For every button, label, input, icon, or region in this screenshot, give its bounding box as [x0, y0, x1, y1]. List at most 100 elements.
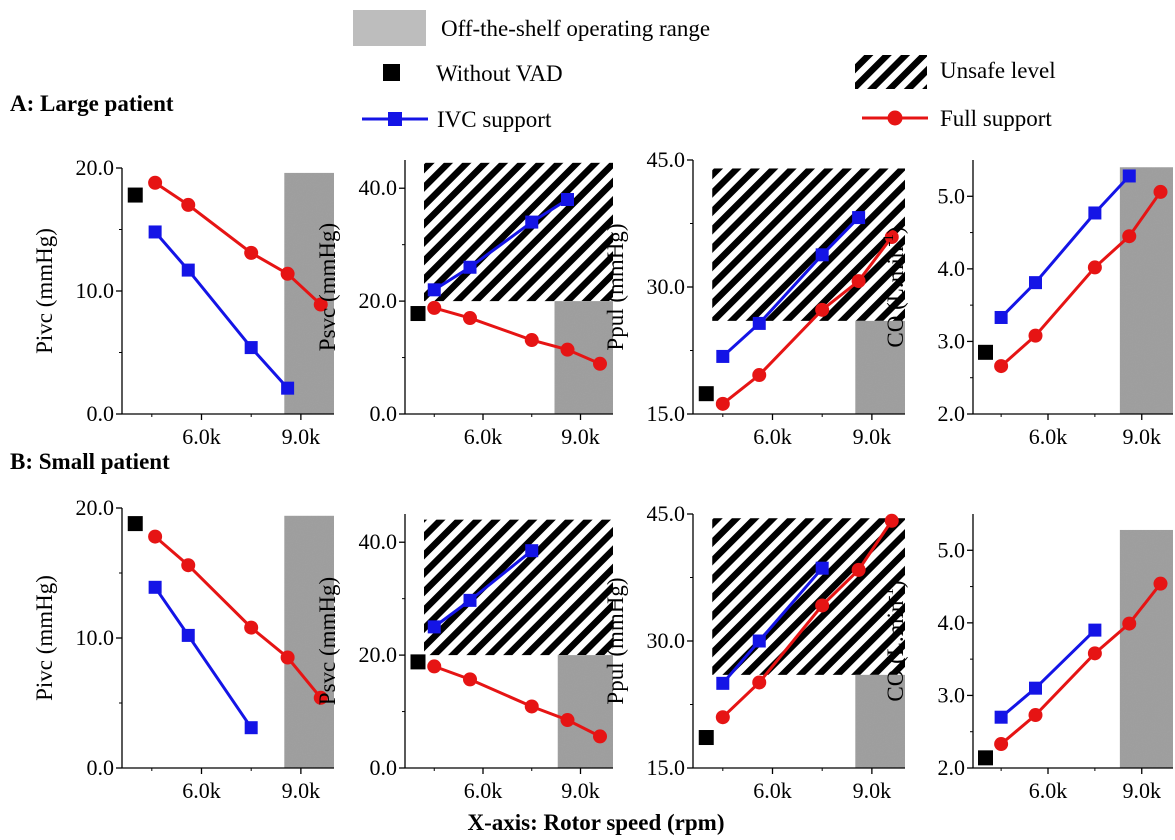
full-support-point — [1029, 329, 1043, 343]
without-vad-point — [699, 730, 714, 745]
full-support-point — [463, 672, 477, 686]
legend-ivc-marker — [388, 112, 402, 126]
full-support-point — [148, 176, 162, 190]
chart-panel-B-Pivc: 0.010.020.06.0k 9.0kPivc (mmHg) — [32, 495, 334, 803]
ivc-support-point — [816, 248, 829, 261]
y-axis-label: Ppul (mmHg) — [603, 577, 628, 704]
full-support-point — [716, 397, 730, 411]
full-support-point — [752, 675, 766, 689]
y-axis-label-text: Psvc (mmHg) — [315, 577, 340, 705]
row-title-large: A: Large patient — [10, 91, 174, 116]
without-vad-point — [128, 516, 143, 531]
row-title-small: B: Small patient — [10, 449, 170, 474]
full-support-point — [148, 530, 162, 544]
full-support-point — [244, 246, 258, 260]
y-tick-label: 10.0 — [76, 625, 115, 650]
ivc-support-line — [155, 587, 251, 727]
y-axis-label-suffix: ) — [883, 226, 908, 234]
full-support-point — [885, 514, 899, 528]
legend-unsafe-label: Unsafe level — [940, 58, 1056, 83]
full-support-point — [427, 301, 441, 315]
unsafe-region — [424, 520, 613, 655]
full-support-point — [994, 359, 1008, 373]
x-tick-label: 6.0k — [182, 424, 221, 449]
ivc-support-point — [182, 264, 195, 277]
x-tick-label: 9.0k — [853, 778, 892, 803]
full-support-point — [815, 303, 829, 317]
y-tick-label: 4.0 — [938, 610, 966, 635]
x-axis-title: X-axis: Rotor speed (rpm) — [467, 810, 724, 835]
legend-without-vad-label: Without VAD — [436, 61, 563, 86]
full-support-point — [593, 357, 607, 371]
without-vad-point — [699, 386, 714, 401]
x-tick-label: 6.0k — [182, 778, 221, 803]
full-support-point — [525, 333, 539, 347]
ivc-support-point — [464, 594, 477, 607]
full-support-point — [561, 713, 575, 727]
full-support-point — [281, 267, 295, 281]
y-tick-label: 3.0 — [938, 682, 966, 707]
legend-operating-range-label: Off-the-shelf operating range — [441, 16, 710, 41]
chart-panel-A-Pivc: 0.0 10.0 20.0 6.0k 9.0k Pivc (mmHg) — [32, 155, 334, 449]
full-support-point — [815, 598, 829, 612]
full-support-point — [1088, 646, 1102, 660]
y-axis-label-text: CO (L.min — [883, 600, 908, 701]
full-support-point — [852, 563, 866, 577]
x-tick-label: 9.0k — [853, 424, 892, 449]
ivc-support-point — [182, 629, 195, 642]
ivc-support-point — [1029, 682, 1042, 695]
ivc-support-point — [525, 544, 538, 557]
y-tick-label: 15.0 — [647, 401, 686, 426]
chart-panel-A-Psvc: 0.020.040.06.0k 9.0kPsvc (mmHg) — [315, 160, 613, 449]
unsafe-region — [712, 168, 905, 320]
full-support-point — [1122, 229, 1136, 243]
ivc-support-point — [149, 225, 162, 238]
chart-panel-A-CO: 2.03.04.05.06.0k 9.0kCO (L.min-1) — [881, 160, 1173, 449]
y-tick-label: 10.0 — [76, 278, 115, 303]
full-support-point — [1154, 577, 1168, 591]
ivc-support-point — [995, 311, 1008, 324]
y-axis-label-text: Psvc (mmHg) — [315, 223, 340, 351]
x-tick-label: 6.0k — [753, 778, 792, 803]
ivc-support-point — [753, 317, 766, 330]
y-tick-label: 30.0 — [647, 628, 686, 653]
without-vad-point — [128, 188, 143, 203]
ivc-support-point — [281, 382, 294, 395]
y-axis-label-text: Ppul (mmHg) — [603, 577, 628, 704]
y-axis-label-text: Ppul (mmHg) — [603, 223, 628, 350]
full-support-point — [427, 659, 441, 673]
full-support-point — [1029, 708, 1043, 722]
x-tick-label: 9.0k — [1123, 778, 1162, 803]
y-axis-label: Psvc (mmHg) — [315, 577, 340, 705]
x-tick-label: 6.0k — [464, 778, 503, 803]
ivc-support-point — [1123, 169, 1136, 182]
ivc-support-point — [428, 283, 441, 296]
y-tick-label: 0.0 — [87, 401, 115, 426]
legend-full-label: Full support — [940, 106, 1052, 131]
full-support-point — [181, 198, 195, 212]
x-tick-label: 9.0k — [1123, 424, 1162, 449]
legend-full-marker — [888, 111, 903, 126]
ivc-support-point — [561, 193, 574, 206]
y-axis-label-superscript: -1 — [881, 588, 897, 601]
ivc-support-line — [1001, 176, 1129, 318]
y-tick-label: 2.0 — [938, 401, 966, 426]
ivc-support-point — [428, 620, 441, 633]
y-axis-label: Pivc (mmHg) — [32, 575, 57, 701]
full-support-point — [281, 651, 295, 665]
ivc-support-point — [753, 635, 766, 648]
y-tick-label: 45.0 — [647, 501, 686, 526]
full-support-point — [1088, 260, 1102, 274]
x-tick-label: 6.0k — [464, 424, 503, 449]
y-tick-label: 20.0 — [359, 642, 398, 667]
chart-panel-B-Psvc: 0.0 20.0 40.0 6.0k 9.0k Psvc (mmHg) — [315, 514, 613, 803]
x-tick-label: 6.0k — [1029, 424, 1068, 449]
y-tick-label: 20.0 — [76, 155, 115, 180]
without-vad-point — [411, 654, 426, 669]
ivc-support-point — [525, 216, 538, 229]
full-support-point — [593, 729, 607, 743]
full-support-point — [463, 311, 477, 325]
y-tick-label: 15.0 — [647, 755, 686, 780]
ivc-support-point — [149, 581, 162, 594]
